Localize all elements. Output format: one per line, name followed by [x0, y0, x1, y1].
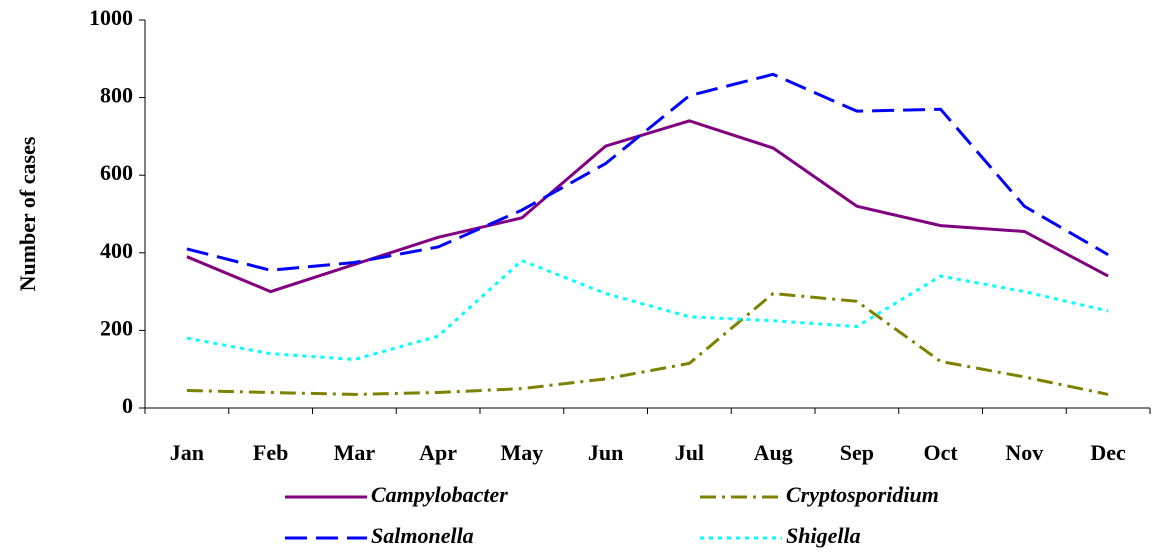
x-tick-label: Nov	[1005, 440, 1043, 465]
legend-label: Cryptosporidium	[786, 482, 939, 507]
line-series	[186, 119, 1109, 294]
x-tick-label: Sep	[840, 440, 874, 465]
y-tick-label: 0	[122, 393, 133, 418]
x-tick-label: Aug	[754, 440, 793, 465]
y-tick-label: 200	[100, 315, 133, 340]
y-tick-label: 1000	[89, 5, 133, 30]
legend-label: Campylobacter	[371, 482, 508, 507]
x-tick-label: Jun	[588, 440, 623, 465]
x-tick-label: Jul	[675, 440, 704, 465]
line-series	[186, 291, 1109, 396]
x-tick-label: Mar	[334, 440, 376, 465]
x-tick-label: May	[500, 440, 543, 465]
y-tick-label: 800	[100, 83, 133, 108]
y-tick-label: 600	[100, 160, 133, 185]
x-tick-label: Feb	[253, 440, 288, 465]
legend-label: Shigella	[786, 523, 861, 548]
legend-label: Salmonella	[371, 523, 474, 548]
line-series	[186, 72, 1109, 272]
x-tick-label: Dec	[1090, 440, 1126, 465]
x-tick-label: Apr	[419, 440, 457, 465]
x-tick-label: Jan	[170, 440, 204, 465]
line-series	[186, 258, 1109, 362]
x-tick-label: Oct	[924, 440, 959, 465]
y-axis-label: Number of cases	[15, 136, 40, 291]
y-tick-label: 400	[100, 238, 133, 263]
